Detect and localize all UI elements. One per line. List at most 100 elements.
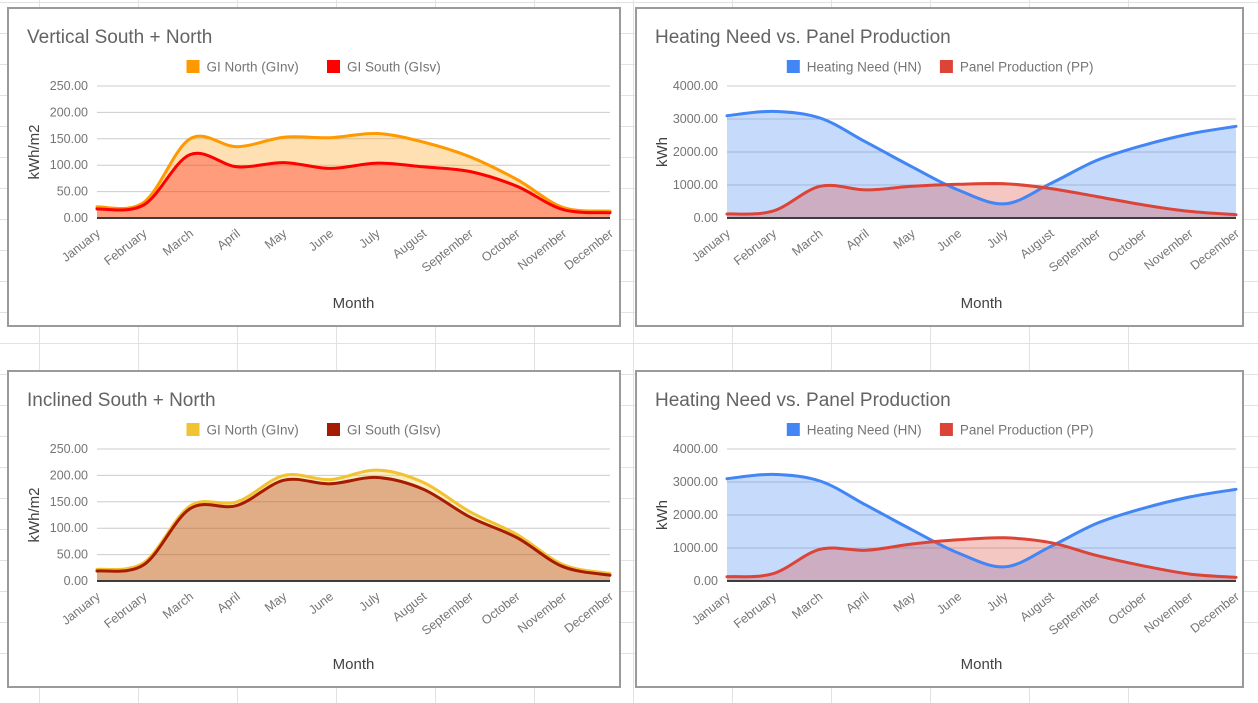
y-tick-label: 150.00 xyxy=(50,495,88,509)
x-tick-label-june: June xyxy=(306,589,336,617)
chart-canvas: Vertical South + North GI North (GInv) GI … xyxy=(26,27,616,312)
legend-label-gi-north-ginv: GI North (GInv) xyxy=(207,423,299,438)
x-tick-label-april: April xyxy=(843,226,871,252)
series-area-heating-need-hn xyxy=(727,474,1236,581)
legend-swatch-heating-need-hn xyxy=(786,423,800,436)
y-tick-label: 200.00 xyxy=(50,468,88,482)
x-tick-label-march: March xyxy=(789,226,825,258)
series-area-gi-north-ginv xyxy=(97,470,610,581)
x-tick-label-december: December xyxy=(1188,589,1242,636)
x-tick-label-september: September xyxy=(419,589,476,638)
x-tick-label-november: November xyxy=(515,226,569,273)
y-tick-label: 4000.00 xyxy=(673,442,718,456)
chart-canvas: Inclined South + North GI North (GInv) GI … xyxy=(26,390,616,673)
legend-swatch-panel-production-pp xyxy=(939,423,953,436)
x-tick-label-july: July xyxy=(357,226,384,251)
x-tick-label-august: August xyxy=(390,589,430,624)
x-tick-label-february: February xyxy=(101,226,150,268)
series-area-heating-need-hn xyxy=(727,111,1236,218)
x-axis-title: Month xyxy=(333,656,375,673)
y-tick-label: 100.00 xyxy=(50,158,88,172)
chart-title: Heating Need vs. Panel Production xyxy=(655,27,951,48)
x-tick-label-march: March xyxy=(160,589,196,621)
x-tick-label-august: August xyxy=(1017,226,1057,261)
x-tick-label-july: July xyxy=(984,589,1011,614)
y-tick-label: 50.00 xyxy=(57,185,88,199)
y-tick-label: 2000.00 xyxy=(673,145,718,159)
x-tick-label-january: January xyxy=(59,226,103,265)
x-tick-label-may: May xyxy=(891,226,919,252)
x-tick-label-may: May xyxy=(262,589,290,615)
x-tick-label-december: December xyxy=(562,589,616,636)
series-line-gi-north-ginv xyxy=(95,131,612,213)
x-tick-label-october: October xyxy=(1106,226,1150,264)
y-tick-label: 250.00 xyxy=(50,442,88,456)
x-tick-label-november: November xyxy=(515,589,569,636)
legend-label-panel-production-pp: Panel Production (PP) xyxy=(960,423,1094,438)
y-tick-label: 4000.00 xyxy=(673,79,718,93)
legend-label-gi-south-gisv: GI South (GIsv) xyxy=(347,60,441,75)
x-tick-label-september: September xyxy=(1046,589,1103,638)
chart-title: Vertical South + North xyxy=(27,27,212,48)
x-tick-label-february: February xyxy=(731,589,780,631)
x-tick-label-january: January xyxy=(689,226,733,265)
y-axis-title: kWh/m2 xyxy=(26,124,43,179)
x-tick-label-july: July xyxy=(984,226,1011,251)
series-group xyxy=(725,109,1238,218)
series-group xyxy=(95,468,612,581)
legend-swatch-panel-production-pp xyxy=(939,60,953,73)
y-tick-label: 1000.00 xyxy=(673,178,718,192)
legend-label-heating-need-hn: Heating Need (HN) xyxy=(807,423,922,438)
series-group xyxy=(725,472,1238,581)
x-tick-label-april: April xyxy=(214,589,242,615)
y-tick-label: 3000.00 xyxy=(673,112,718,126)
x-tick-label-october: October xyxy=(479,226,523,264)
y-tick-label: 3000.00 xyxy=(673,475,718,489)
legend-swatch-gi-north-ginv xyxy=(186,423,200,436)
y-tick-label: 0.00 xyxy=(64,211,88,225)
x-tick-label-may: May xyxy=(891,589,919,615)
series-line-gi-south-gisv xyxy=(95,151,612,215)
chart-heating-need-vs-panel-production-bottom[interactable]: Heating Need vs. Panel Production Heating… xyxy=(635,370,1244,688)
x-tick-label-december: December xyxy=(1188,226,1242,273)
x-tick-label-march: March xyxy=(789,589,825,621)
y-tick-label: 0.00 xyxy=(694,574,718,588)
series-line-heating-need-hn xyxy=(725,472,1238,569)
y-tick-label: 50.00 xyxy=(57,548,88,562)
chart-heating-need-vs-panel-production-top[interactable]: Heating Need vs. Panel Production Heating… xyxy=(635,7,1244,327)
legend-swatch-gi-south-gisv xyxy=(327,423,340,436)
series-line-panel-production-pp xyxy=(725,536,1238,579)
legend-label-gi-south-gisv: GI South (GIsv) xyxy=(347,423,441,438)
x-tick-label-september: September xyxy=(1046,226,1103,275)
y-axis-title: kWh xyxy=(654,137,671,167)
chart-title: Inclined South + North xyxy=(27,390,216,411)
x-tick-label-october: October xyxy=(479,589,523,627)
x-tick-label-november: November xyxy=(1142,589,1196,636)
x-tick-label-january: January xyxy=(59,589,103,628)
legend-label-gi-north-ginv: GI North (GInv) xyxy=(207,60,299,75)
series-line-gi-north-ginv xyxy=(95,468,612,576)
series-line-heating-need-hn xyxy=(725,109,1238,206)
y-tick-label: 100.00 xyxy=(50,521,88,535)
y-tick-label: 1000.00 xyxy=(673,541,718,555)
x-axis-title: Month xyxy=(961,656,1003,673)
chart-vertical-south-plus-north[interactable]: Vertical South + North GI North (GInv) GI … xyxy=(7,7,621,327)
x-axis-title: Month xyxy=(333,295,375,312)
legend-swatch-heating-need-hn xyxy=(786,60,800,73)
x-tick-label-june: June xyxy=(306,226,336,254)
legend-label-heating-need-hn: Heating Need (HN) xyxy=(807,60,922,75)
y-axis-title: kWh xyxy=(654,500,671,530)
legend-swatch-gi-north-ginv xyxy=(186,60,200,73)
legend-swatch-gi-south-gisv xyxy=(327,60,340,73)
series-line-panel-production-pp xyxy=(725,181,1238,217)
x-tick-label-june: June xyxy=(934,226,964,254)
chart-inclined-south-plus-north[interactable]: Inclined South + North GI North (GInv) GI … xyxy=(7,370,621,688)
x-tick-label-november: November xyxy=(1142,226,1196,273)
x-tick-label-april: April xyxy=(843,589,871,615)
y-tick-label: 0.00 xyxy=(694,211,718,225)
chart-canvas: Heating Need vs. Panel Production Heating… xyxy=(654,390,1242,673)
x-tick-label-july: July xyxy=(357,589,384,614)
x-tick-label-september: September xyxy=(419,226,476,275)
x-tick-label-february: February xyxy=(101,589,150,631)
series-line-gi-south-gisv xyxy=(95,475,612,577)
